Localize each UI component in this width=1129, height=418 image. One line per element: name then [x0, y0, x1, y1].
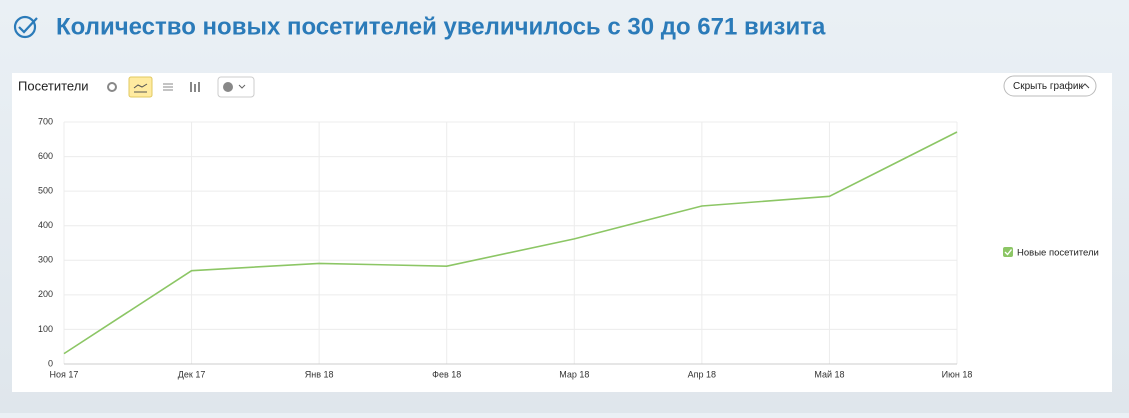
hide-chart-button[interactable] — [1003, 75, 1097, 97]
line-button[interactable] — [128, 76, 153, 98]
chevron — [238, 84, 246, 89]
x-tick-label: Май 18 — [814, 369, 844, 379]
headline: Количество новых посетителей увеличилось… — [56, 13, 826, 40]
series-line — [63, 131, 958, 355]
x-tick-label: Июн 18 — [942, 369, 973, 379]
plot: 0 100 200 300 400 500 600 700 Ноя 17 Дек 17 Янв 18… — [38, 116, 1099, 379]
check-icon — [13, 15, 38, 39]
hide-chevron — [1080, 83, 1090, 89]
x-tick-label: Апр 18 — [688, 369, 716, 379]
comment-button[interactable] — [217, 76, 255, 98]
y-tick-label: 700 — [38, 116, 53, 126]
y-tick-label: 200 — [38, 289, 53, 299]
x-tick-label: Фев 18 — [432, 369, 461, 379]
bar-button[interactable] — [190, 82, 200, 92]
legend-check — [1004, 249, 1013, 256]
area-button[interactable] — [163, 83, 173, 91]
y-tick-label: 0 — [48, 358, 53, 368]
comment-icon — [223, 82, 233, 92]
line-icon — [133, 83, 148, 93]
y-tick-label: 400 — [38, 220, 53, 230]
hide-chart-label: Скрыть график — [1013, 80, 1083, 92]
x-tick-label: Ноя 17 — [50, 369, 79, 379]
y-tick-label: 100 — [38, 324, 53, 334]
y-tick-label: 300 — [38, 255, 53, 265]
y-tick-label: 500 — [38, 186, 53, 196]
x-tick-label: Дек 17 — [178, 369, 206, 379]
x-tick-label: Мар 18 — [559, 369, 589, 379]
card — [12, 73, 1112, 392]
legend-item[interactable]: Новые посетители — [1003, 247, 1099, 259]
x-tick-label: Янв 18 — [305, 369, 334, 379]
pie-button[interactable] — [107, 82, 117, 92]
toolbar-title: Посетители — [18, 78, 89, 93]
legend-swatch — [1003, 247, 1013, 257]
legend-label: Новые посетители — [1017, 248, 1099, 259]
y-tick-label: 600 — [38, 151, 53, 161]
chart-type-buttons — [107, 76, 255, 98]
